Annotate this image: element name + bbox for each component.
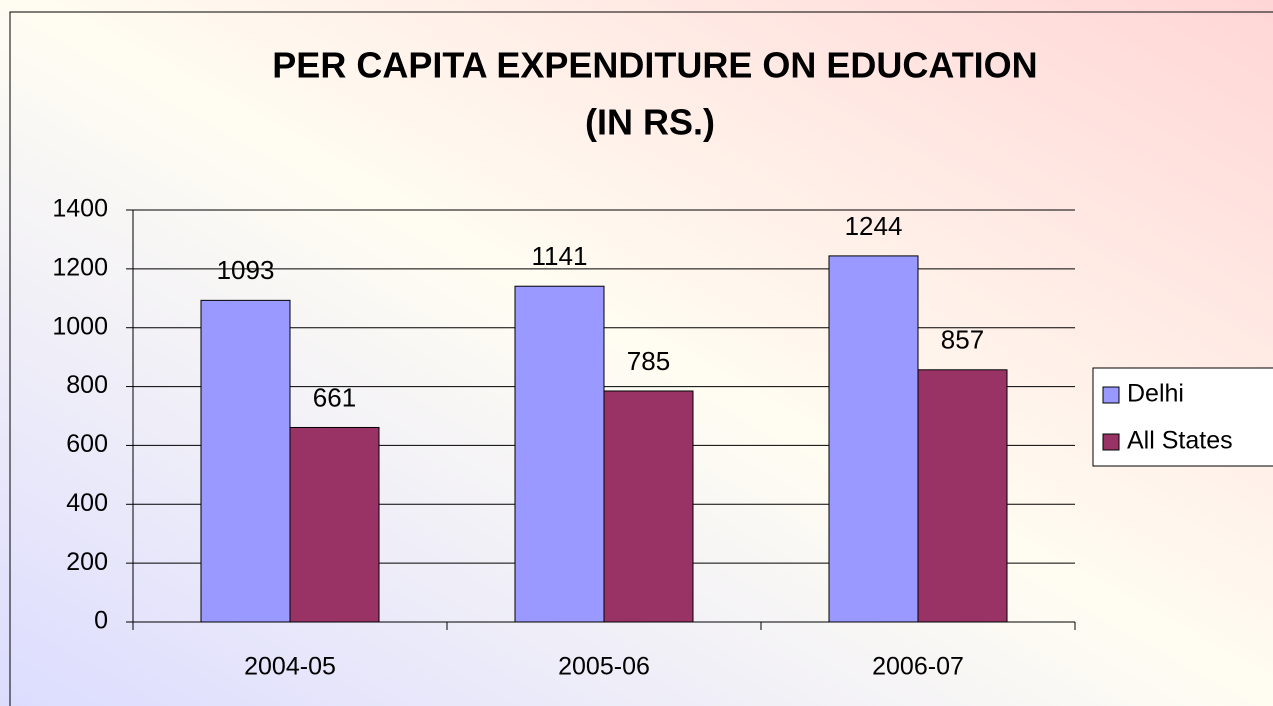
y-tick-label: 600 [66,430,108,458]
y-tick-label: 1200 [52,253,108,281]
bar [603,390,694,623]
y-tick-label: 400 [66,489,108,517]
data-label: 857 [941,325,984,355]
x-tick-label: 2005-06 [558,653,650,681]
legend-box [1092,367,1273,467]
data-label: 1141 [532,241,588,271]
bar [917,369,1008,623]
bar [200,299,291,623]
bar [514,285,605,623]
legend-label: All States [1127,427,1233,455]
frame [9,11,1273,706]
y-tick-label: 800 [66,371,108,399]
data-label: 1244 [845,211,903,241]
legend-swatch [1102,386,1120,404]
x-tick-label: 2004-05 [244,653,336,681]
y-tick-label: 200 [66,548,108,576]
legend-swatch [1102,433,1120,451]
bar [828,255,919,623]
y-tick-label: 0 [94,607,108,635]
y-tick-label: 1400 [52,195,108,223]
y-tick-label: 1000 [52,312,108,340]
chart-title: PER CAPITA EXPENDITURE ON EDUCATION [272,45,1037,86]
bar [289,426,380,623]
legend-label: Delhi [1127,380,1184,408]
chart-subtitle: (IN RS.) [585,102,715,143]
data-label: 661 [313,382,356,412]
data-label: 785 [627,346,670,376]
x-tick-label: 2006-07 [872,653,964,681]
data-label: 1093 [217,255,275,285]
